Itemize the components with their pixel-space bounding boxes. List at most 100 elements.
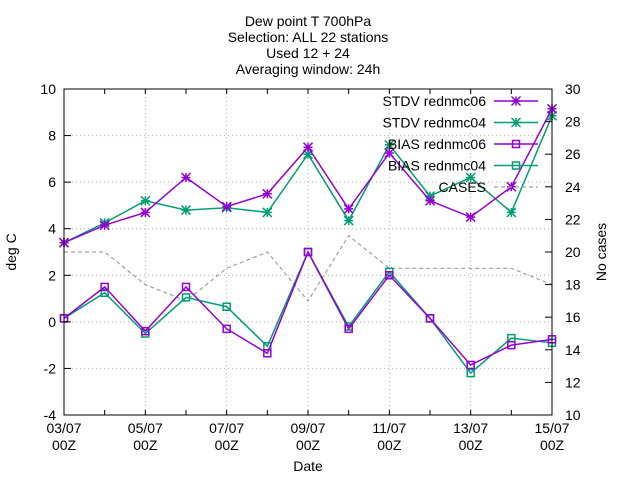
series-line: [64, 234, 553, 302]
legend-entry: STDV rednmc04: [383, 115, 538, 131]
y2-tick-label: 18: [565, 277, 581, 293]
x-tick-label-date: 07/07: [209, 420, 244, 436]
x-tick-label-time: 00Z: [215, 437, 240, 453]
x-tick-label-time: 00Z: [52, 437, 77, 453]
star-marker: [221, 201, 232, 212]
legend-label: STDV rednmc04: [383, 115, 487, 131]
x-axis-label: Date: [293, 458, 323, 474]
y2-tick-label: 12: [565, 374, 581, 390]
square-marker: [303, 247, 313, 257]
series-cases: [64, 234, 553, 302]
chart-title: Dew point T 700hPa Selection: ALL 22 sta…: [228, 13, 389, 77]
star-marker: [262, 207, 273, 218]
star-marker: [180, 205, 192, 216]
x-tick-label-time: 00Z: [540, 437, 565, 453]
x-tick-label-date: 15/07: [534, 420, 569, 436]
star-marker: [510, 95, 522, 107]
square-marker: [385, 271, 394, 280]
y2-axis-ticks: 10 12 14 16 18 20 22 24 26 28 30: [545, 81, 581, 423]
square-marker: [466, 368, 475, 378]
star-marker: [180, 172, 192, 183]
x-tick-label-date: 05/07: [128, 420, 163, 436]
square-marker: [344, 324, 353, 334]
square-marker: [181, 293, 191, 302]
y-tick-label: 8: [48, 128, 56, 144]
square-marker: [466, 360, 475, 370]
x-tick-label-date: 11/07: [372, 420, 406, 436]
square-marker: [141, 326, 150, 336]
legend-entry: BIAS rednmc04: [388, 158, 538, 174]
y-tick-label: 10: [40, 81, 56, 97]
grid: [64, 89, 552, 415]
legend: STDV rednmc06 STDV rednmc04 BIAS rednmc06 B…: [383, 93, 538, 195]
y2-tick-label: 28: [565, 114, 581, 130]
star-marker: [343, 203, 354, 214]
square-marker: [100, 288, 109, 297]
legend-label: BIAS rednmc04: [388, 158, 486, 174]
square-marker: [263, 349, 272, 358]
square-marker: [222, 324, 231, 334]
series-line: [63, 250, 553, 375]
y2-tick-label: 10: [565, 407, 581, 423]
y-tick-label: -2: [44, 360, 57, 376]
legend-entry: BIAS rednmc06: [388, 136, 538, 152]
star-marker: [465, 212, 476, 223]
x-tick-label-date: 09/07: [290, 420, 325, 436]
x-tick-label-time: 00Z: [459, 437, 484, 453]
title-line-3: Used 12 + 24: [266, 45, 350, 61]
square-marker: [425, 314, 435, 323]
x-tick-label-date: 13/07: [453, 420, 488, 436]
y2-tick-label: 30: [565, 81, 581, 97]
y2-tick-label: 16: [565, 309, 581, 325]
star-marker: [506, 207, 517, 218]
y-tick-label: 2: [48, 267, 56, 283]
square-marker: [511, 161, 521, 170]
star-marker: [302, 149, 314, 160]
title-line-4: Averaging window: 24h: [236, 61, 381, 77]
legend-entry: CASES: [439, 179, 538, 195]
y2-tick-label: 26: [565, 146, 581, 162]
legend-label: BIAS rednmc06: [388, 136, 486, 152]
star-marker: [99, 220, 110, 231]
legend-label: STDV rednmc06: [383, 93, 487, 109]
star-marker: [384, 148, 395, 159]
x-tick-label-time: 00Z: [377, 437, 402, 453]
square-marker: [507, 340, 516, 350]
y2-tick-label: 20: [565, 244, 581, 260]
legend-entry: STDV rednmc06: [383, 93, 538, 109]
y-tick-label: 4: [48, 221, 56, 237]
star-marker: [140, 195, 151, 206]
y2-tick-label: 24: [565, 179, 581, 195]
square-marker: [100, 282, 109, 292]
star-marker: [510, 117, 522, 128]
star-marker: [343, 215, 354, 226]
star-marker: [384, 139, 395, 150]
square-marker: [181, 282, 191, 292]
x-tick-label-date: 03/07: [46, 420, 81, 436]
y-tick-label: -4: [44, 407, 57, 423]
x-axis-ticks: 03/0700Z05/0700Z07/0700Z09/0700Z11/0700Z…: [46, 89, 570, 453]
square-marker: [511, 139, 521, 149]
x-tick-label-time: 00Z: [133, 437, 158, 453]
title-line-2: Selection: ALL 22 stations: [228, 29, 389, 45]
legend-label: CASES: [439, 179, 486, 195]
y-tick-label: 6: [48, 174, 56, 190]
y2-tick-label: 14: [565, 342, 581, 358]
star-marker: [424, 195, 436, 206]
y2-tick-label: 22: [565, 211, 581, 227]
star-marker: [465, 172, 476, 183]
y-tick-label: 0: [48, 314, 56, 330]
star-marker: [262, 188, 273, 199]
star-marker: [302, 142, 314, 153]
star-marker: [140, 207, 151, 218]
star-marker: [424, 191, 436, 202]
x-tick-label-time: 00Z: [296, 437, 321, 453]
y-axis-label: deg C: [3, 233, 19, 270]
square-marker: [222, 302, 231, 311]
y-axis-ticks: -4 -2 0 2 4 6 8 10: [40, 81, 71, 423]
title-line-1: Dew point T 700hPa: [245, 13, 372, 29]
series-bias-rednmc06: [59, 247, 557, 370]
y2-axis-label: No cases: [593, 223, 609, 281]
series-line: [63, 250, 553, 366]
